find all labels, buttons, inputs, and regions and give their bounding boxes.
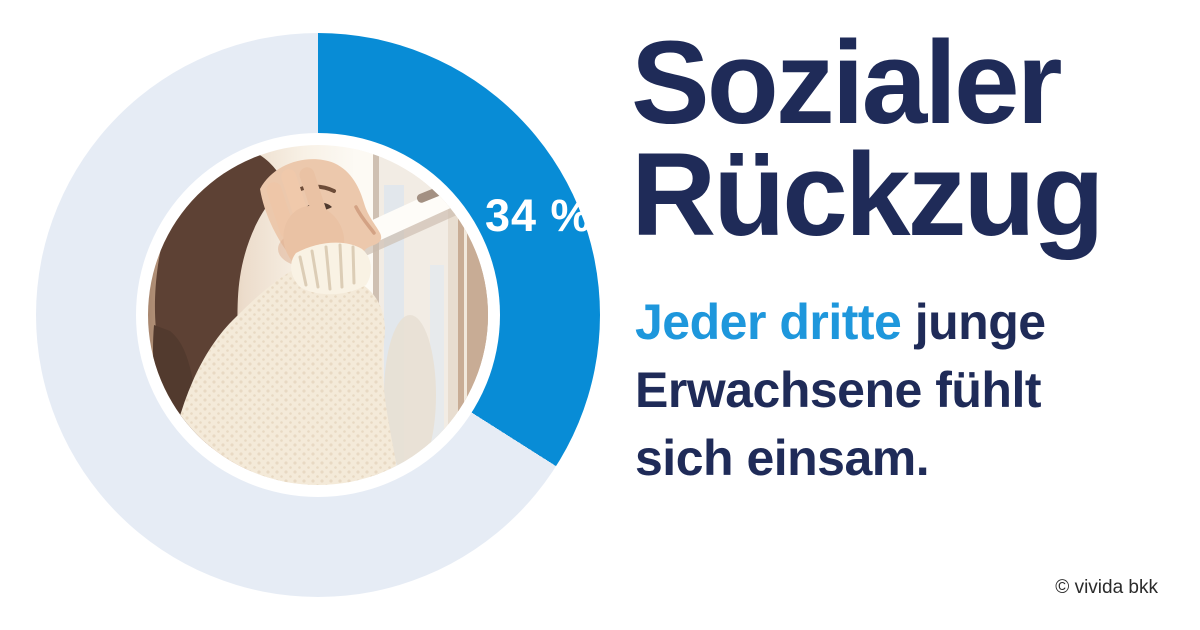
- subheadline: Jeder dritte junge Erwachsene fühlt sich e…: [635, 288, 1046, 492]
- subheadline-line2: Erwachsene fühlt: [635, 362, 1042, 418]
- headline: Sozialer Rückzug: [631, 24, 1105, 254]
- headline-line2: Rückzug: [631, 129, 1105, 261]
- donut-percentage-label: 34 %: [485, 190, 592, 241]
- donut-chart: 34 %: [36, 33, 600, 597]
- headline-line1: Sozialer: [631, 17, 1063, 149]
- copyright-credit: © vivida bkk: [1055, 577, 1158, 598]
- window-scene-illustration: [148, 145, 488, 485]
- subheadline-line1-rest: junge: [901, 294, 1046, 350]
- center-photo: [148, 145, 488, 485]
- subheadline-line3: sich einsam.: [635, 430, 930, 486]
- donut-inner-ring: [136, 133, 500, 497]
- subheadline-highlight: Jeder dritte: [635, 294, 902, 350]
